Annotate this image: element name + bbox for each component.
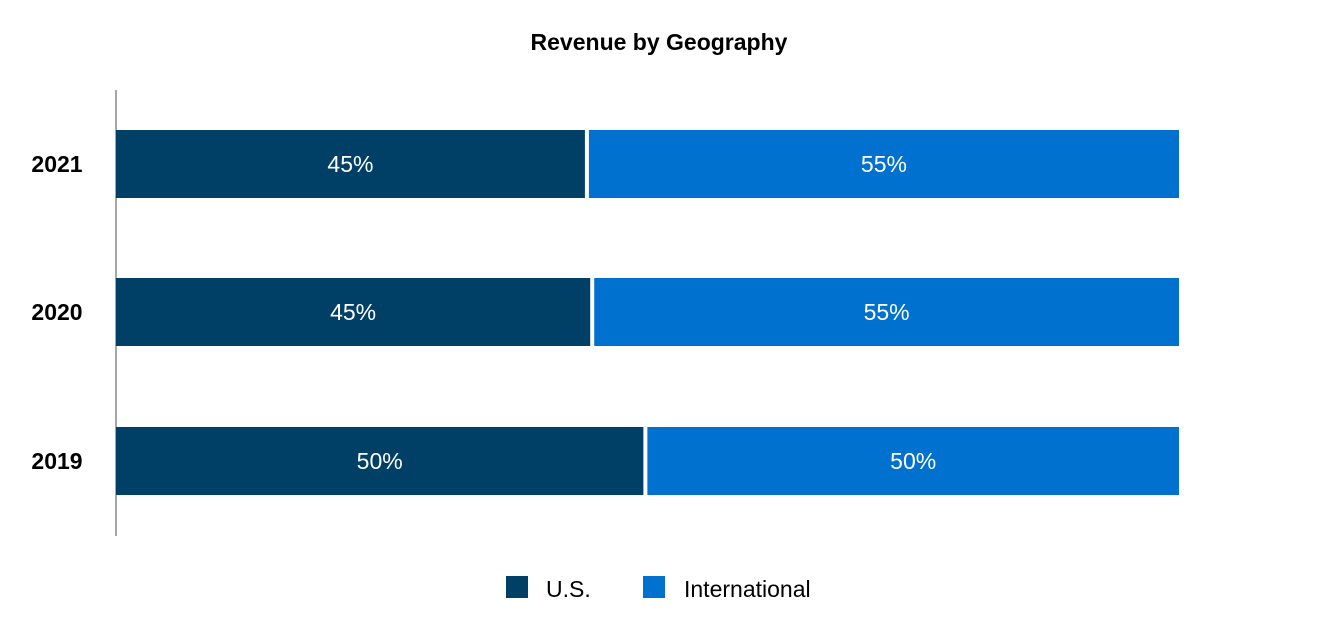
category-label-2021: 2021 (31, 151, 82, 177)
chart-title: Revenue by Geography (531, 29, 788, 55)
legend-swatch-u-s (506, 576, 528, 598)
legend-label-u-s: U.S. (546, 576, 591, 602)
bar-u-s-2020 (116, 278, 591, 346)
legend-label-international: International (684, 576, 811, 602)
bar-international-2019 (647, 427, 1179, 495)
data-label-u-s-2019: 50% (357, 448, 403, 474)
data-label-international-2019: 50% (890, 448, 936, 474)
data-label-international-2021: 55% (861, 151, 907, 177)
category-label-2020: 2020 (31, 299, 82, 325)
bar-u-s-2021 (116, 130, 585, 198)
data-label-international-2020: 55% (864, 299, 910, 325)
bar-international-2020 (594, 278, 1179, 346)
category-label-2019: 2019 (31, 448, 82, 474)
bars-group: 2021 45% 55% 2020 45% 55% 2019 50% 50% (31, 130, 1179, 495)
bar-international-2021 (588, 130, 1179, 198)
data-label-u-s-2021: 45% (327, 151, 373, 177)
data-label-u-s-2020: 45% (330, 299, 376, 325)
bar-u-s-2019 (116, 427, 644, 495)
legend: U.S. International (506, 576, 811, 602)
legend-swatch-international (643, 576, 665, 598)
